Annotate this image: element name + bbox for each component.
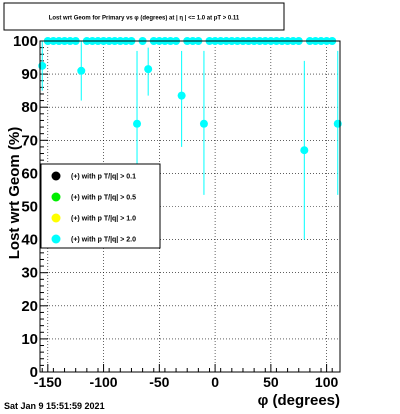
x-tick-label: -50: [149, 374, 169, 390]
legend-marker: [51, 213, 61, 223]
data-point: [38, 61, 47, 70]
legend-marker: [51, 234, 61, 244]
y-tick-label: 70: [21, 132, 38, 149]
plot-frame: [39, 40, 341, 373]
data-point: [133, 119, 142, 128]
y-tick-label: 0: [30, 364, 38, 381]
legend: (+) with p T/|q| > 0.1 (+) with p T/|q| >…: [40, 163, 161, 249]
y-tick-label: 100: [13, 33, 38, 50]
y-tick-label: 30: [21, 265, 38, 282]
data-points: [38, 37, 342, 155]
x-axis-title: φ (degrees): [258, 392, 340, 409]
x-tick-label: -100: [90, 374, 118, 390]
y-tick-label: 60: [21, 165, 38, 182]
data-point: [300, 146, 309, 155]
legend-marker: [51, 192, 61, 202]
legend-box: [40, 163, 161, 249]
y-tick-label: 10: [21, 331, 38, 348]
legend-marker: [51, 171, 61, 181]
x-tick-label: -150: [34, 374, 62, 390]
legend-label: (+) with p T/|q| > 1.0: [71, 216, 136, 223]
y-tick-label: 90: [21, 66, 38, 83]
y-tick-labels: 0 10 20 30 40 50 60 70 80 90 100: [13, 33, 38, 381]
data-point: [199, 119, 208, 128]
legend-label: (+) with p T/|q| > 2.0: [71, 237, 136, 244]
x-tick-label: 50: [263, 374, 279, 390]
x-tick-labels: -150 -100 -50 0 50 100: [34, 374, 339, 390]
timestamp: Sat Jan 9 15:51:59 2021: [4, 401, 105, 411]
data-point: [333, 119, 342, 128]
data-point: [177, 91, 186, 100]
chart-title-box: Lost wrt Geom for Primary vs φ (degrees)…: [3, 2, 285, 31]
data-point: [77, 66, 86, 75]
legend-label: (+) with p T/|q| > 0.5: [71, 195, 136, 202]
y-axis-title: Lost wrt Geom (%): [6, 127, 23, 260]
y-tick-label: 50: [21, 199, 38, 216]
legend-label: (+) with p T/|q| > 0.1: [71, 174, 136, 181]
y-tick-label: 80: [21, 99, 38, 116]
x-tick-label: 100: [315, 374, 339, 390]
y-tick-label: 20: [21, 298, 38, 315]
x-tick-label: 0: [211, 374, 219, 390]
chart-title: Lost wrt Geom for Primary vs φ (degrees)…: [49, 16, 240, 22]
data-point: [144, 65, 153, 74]
y-tick-label: 40: [21, 232, 38, 249]
